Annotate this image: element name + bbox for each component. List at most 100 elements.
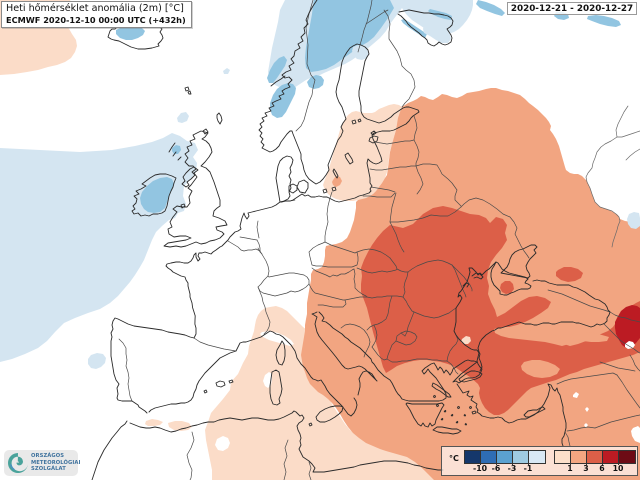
country-border xyxy=(311,267,355,278)
country-border xyxy=(295,0,316,132)
country-border xyxy=(369,165,417,171)
country-border xyxy=(599,361,636,372)
anomaly-region-neutral xyxy=(625,341,635,349)
country-border xyxy=(193,337,237,352)
coastline xyxy=(368,135,379,144)
country-border xyxy=(308,241,359,268)
coastlines-layer xyxy=(91,0,611,480)
country-border xyxy=(308,283,346,301)
country-border xyxy=(395,330,418,346)
country-border xyxy=(365,9,389,25)
coastline xyxy=(269,369,283,406)
color-scale-legend: °C -10 -6 -3 -1 1 3 6 10 xyxy=(441,446,638,476)
country-border xyxy=(353,268,368,298)
country-border xyxy=(256,220,260,239)
anomaly-region-minus3-1 xyxy=(116,26,145,40)
country-border xyxy=(556,372,618,385)
legend-tick-label: -3 xyxy=(507,463,517,473)
anomaly-region-over10 xyxy=(615,305,640,348)
anomaly-region-plus6-10 xyxy=(361,206,640,415)
coastline xyxy=(308,422,313,427)
legend-tick-label: 6 xyxy=(599,463,605,473)
legend-swatch-cold-4 xyxy=(528,450,546,464)
country-border xyxy=(370,186,396,193)
anomaly-region-neutral xyxy=(631,426,640,443)
coastline xyxy=(318,261,497,402)
country-border xyxy=(371,346,388,361)
title-box: Heti hőmérséklet anomália (2m) [°C] ECMW… xyxy=(1,1,192,28)
country-border xyxy=(357,0,373,53)
date-range-badge: 2020-12-21 - 2020-12-27 xyxy=(507,2,637,15)
coastline xyxy=(432,426,462,435)
anomaly-region-plus3-6 xyxy=(494,327,569,346)
coastline xyxy=(463,413,467,417)
country-border xyxy=(118,338,133,402)
legend-tick-label: -1 xyxy=(523,463,533,473)
map-subtitle: ECMWF 2020-12-10 00:00 UTC (+432h) xyxy=(6,15,186,25)
coastline xyxy=(440,417,444,421)
legend-tick xyxy=(512,462,513,465)
coastline xyxy=(458,370,483,383)
country-border xyxy=(402,296,415,313)
anomaly-region-minus3-1 xyxy=(305,0,394,72)
country-border xyxy=(227,240,261,252)
anomaly-region-neutral xyxy=(573,392,579,398)
legend-tick xyxy=(602,462,603,465)
coastline xyxy=(184,86,190,92)
anomaly-region-neutral xyxy=(585,407,589,412)
country-border xyxy=(257,272,310,297)
coastline xyxy=(431,382,452,398)
country-border xyxy=(259,250,270,277)
country-border xyxy=(239,236,258,241)
anomaly-region-neutral xyxy=(263,372,272,388)
coastline xyxy=(443,409,447,413)
spiral-tail-shape xyxy=(10,464,15,471)
coastline xyxy=(464,422,468,426)
coastline xyxy=(215,380,226,388)
anomaly-region-plus1-3 xyxy=(205,306,450,480)
coastline xyxy=(332,168,339,179)
coastline xyxy=(110,201,281,414)
coastline xyxy=(450,413,454,417)
omsz-logo-line1: ORSZÁGOS xyxy=(31,453,65,459)
country-border xyxy=(386,358,448,363)
anomaly-region-plus6-10 xyxy=(488,390,495,399)
legend-tick-label: -10 xyxy=(472,463,488,473)
country-border xyxy=(283,439,289,480)
rivers-layer xyxy=(585,105,640,248)
coastline xyxy=(478,351,483,372)
country-border xyxy=(413,115,418,141)
anomaly-region-neutral xyxy=(260,331,294,346)
anomaly-region-neutral xyxy=(215,436,230,451)
country-border xyxy=(629,354,640,372)
country-border xyxy=(324,191,333,243)
country-border xyxy=(317,299,347,308)
coastline xyxy=(228,379,234,384)
anomaly-region-minus3-1 xyxy=(267,56,287,83)
coastline xyxy=(180,203,186,209)
coastline xyxy=(163,130,228,248)
coastline xyxy=(455,420,459,424)
country-border xyxy=(460,197,530,259)
coastline xyxy=(202,128,209,135)
date-range-text: 2020-12-21 - 2020-12-27 xyxy=(510,4,634,14)
country-border xyxy=(362,192,396,198)
legend-tick-label: -6 xyxy=(491,463,501,473)
coastline xyxy=(203,389,208,394)
omsz-logo-text: ORSZÁGOS METEOROLÓGIAI SZOLGÁLAT xyxy=(31,453,81,473)
anomaly-region-neutral xyxy=(584,423,588,428)
anomaly-region-minus1-0 xyxy=(223,68,230,74)
anomaly-region-minus1-0 xyxy=(423,22,451,43)
country-border xyxy=(451,264,473,292)
legend-tick-label: 10 xyxy=(612,463,624,473)
country-border xyxy=(386,340,397,360)
coastline xyxy=(91,420,128,480)
country-border xyxy=(257,286,271,335)
coastline xyxy=(432,394,437,399)
anomaly-region-plus3-6 xyxy=(569,332,609,342)
anomaly-region-plus3-6 xyxy=(332,176,342,187)
river xyxy=(625,148,640,161)
country-border xyxy=(356,267,398,274)
coastline xyxy=(129,410,444,473)
